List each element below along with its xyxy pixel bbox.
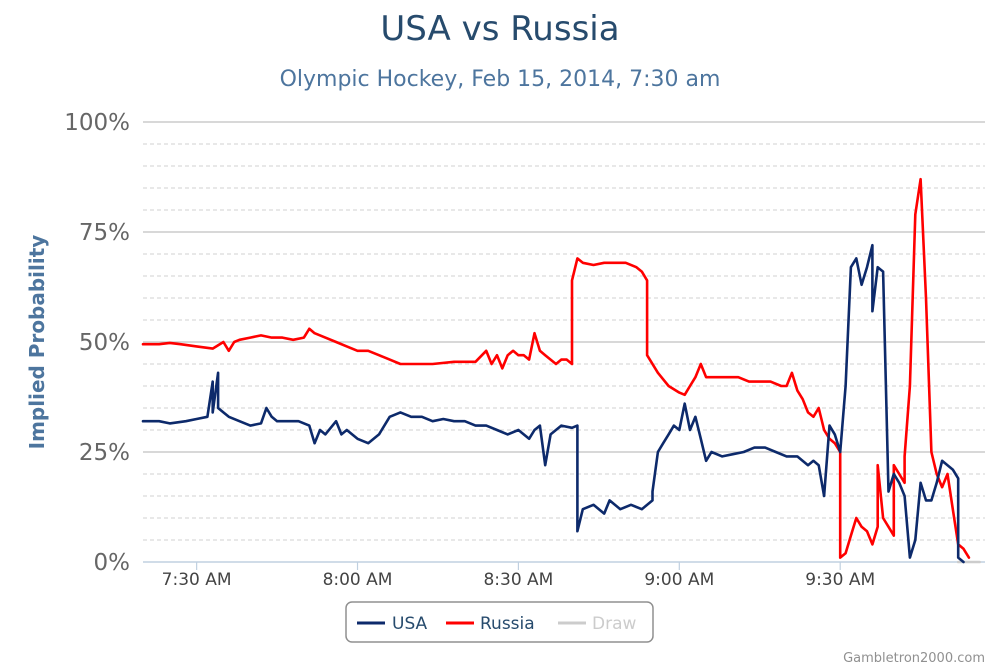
legend-label-usa: USA [392, 614, 428, 634]
grid-lines [143, 121, 985, 563]
chart-title: USA vs Russia [380, 9, 619, 49]
legend: USA Russia Draw [345, 601, 654, 643]
y-tick-label: 100% [64, 110, 130, 136]
axis-ticks: 0% 25% 50% 75% 100% 7:30 AM 8:00 AM 8:30 AM 9:00… [64, 110, 875, 590]
x-tick-label: 7:30 AM [162, 570, 232, 590]
x-tick-label: 9:30 AM [805, 570, 875, 590]
y-axis-label: Implied Probability [25, 235, 49, 450]
y-tick-label: 50% [79, 330, 130, 356]
legend-item-russia[interactable]: Russia [446, 614, 535, 634]
y-tick-label: 0% [94, 550, 131, 576]
y-tick-label: 75% [79, 220, 130, 246]
y-tick-label: 25% [79, 440, 130, 466]
legend-box [345, 601, 654, 643]
chart-subtitle: Olympic Hockey, Feb 15, 2014, 7:30 am [280, 67, 721, 92]
series-lines [141, 177, 981, 564]
x-tick-label: 9:00 AM [644, 570, 714, 590]
credit-link[interactable]: Gambletron2000.com [843, 651, 985, 666]
legend-label-draw: Draw [592, 614, 636, 634]
legend-item-draw[interactable]: Draw [558, 614, 636, 634]
series-line-usa[interactable] [141, 243, 965, 564]
legend-item-usa[interactable]: USA [357, 614, 428, 634]
x-tick-label: 8:00 AM [323, 570, 393, 590]
series-line-russia[interactable] [141, 177, 971, 559]
legend-label-russia: Russia [480, 614, 535, 634]
x-tick-label: 8:30 AM [483, 570, 553, 590]
